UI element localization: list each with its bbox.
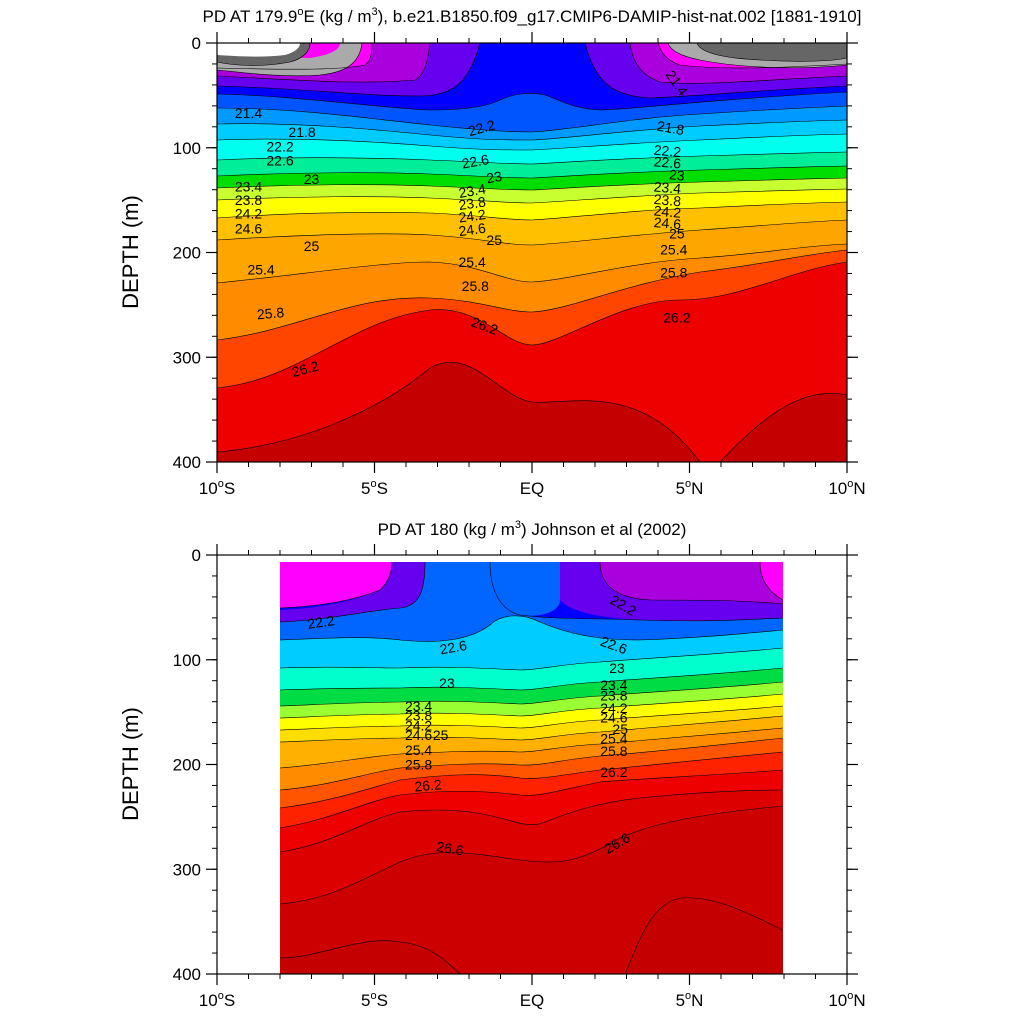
contour-label: 23 — [304, 171, 320, 187]
contour-label: 22.6 — [460, 151, 490, 172]
chart-title-2: PD AT 180 (kg / m3) Johnson et al (2002) — [378, 519, 687, 539]
chart-title-1: PD AT 179.9oE (kg / m3), b.e21.B1850.f09… — [203, 6, 862, 26]
contour-label: 21.4 — [235, 105, 262, 121]
x-tick-label: 5oN — [676, 478, 704, 498]
contour-label: 25 — [304, 238, 320, 254]
contour-fill-2 — [279, 561, 784, 974]
x-tick-label: 5oS — [361, 990, 388, 1010]
contour-label: 24.6 — [458, 220, 487, 240]
contour-label: 23 — [668, 166, 685, 183]
contour-label: 23 — [439, 675, 455, 691]
y-tick-label: 400 — [173, 453, 201, 472]
y-tick-label: 200 — [173, 756, 201, 775]
contour-label: 25.8 — [660, 264, 687, 280]
band-21.4 — [280, 562, 425, 622]
contour-label: 25 — [486, 232, 502, 248]
y-tick-label: 400 — [173, 965, 201, 984]
y-tick-label: 300 — [173, 860, 201, 879]
contour-label: 24.2 — [600, 700, 627, 716]
band-19.8-b — [697, 43, 847, 62]
band-21.0 — [600, 562, 783, 604]
contour-label: 24.6 — [653, 214, 682, 232]
contour-label: 25.8 — [256, 304, 285, 322]
contour-label: 22.2 — [653, 142, 682, 160]
x-tick-label: 10oS — [199, 478, 235, 498]
contour-label: 23.8 — [653, 191, 682, 209]
x-tick-label: 5oN — [676, 990, 704, 1010]
band-20.6-b — [640, 562, 783, 600]
x-tick-label: EQ — [520, 991, 545, 1010]
contour-label: 23 — [485, 168, 503, 186]
contour-label: 23.4 — [235, 179, 262, 195]
contour-label: 22.6 — [266, 152, 293, 168]
contour-label: 23.4 — [457, 180, 487, 201]
contour-label: 24.2 — [235, 206, 262, 222]
contour-label: 21.8 — [656, 118, 686, 139]
contour-label: 22.6 — [438, 637, 468, 658]
contour-label: 23.4 — [405, 698, 432, 714]
contour-label: 24.6 — [600, 709, 627, 725]
y-tick-label: 100 — [173, 139, 201, 158]
contour-label: 25.8 — [600, 743, 627, 759]
chart-panel-1: PD AT 179.9oE (kg / m3), b.e21.B1850.f09… — [118, 6, 866, 498]
contour-label: 26.2 — [600, 764, 627, 780]
y-tick-label: 0 — [192, 546, 201, 565]
contour-label: 22.2 — [266, 139, 293, 155]
y-tick-label: 100 — [173, 651, 201, 670]
contour-label: 25 — [612, 721, 628, 737]
contour-label: 22.2 — [466, 117, 497, 140]
band-20.6 — [280, 562, 392, 608]
band-22.2-core — [490, 562, 560, 616]
band-19.4 — [217, 43, 300, 57]
axis-ticks-2: 10oS 5oS EQ 5oN 10oN 0 100 200 300 400 — [173, 544, 866, 1010]
contour-label: 24.2 — [653, 202, 682, 220]
contour-label: 25.8 — [462, 278, 489, 294]
contour-labels-1: 21.421.822.222.62323.423.824.224.62525.4… — [235, 67, 692, 380]
y-axis-label-2: DEPTH (m) — [118, 707, 143, 821]
contour-label: 22.6 — [653, 153, 682, 171]
contour-label: 21.8 — [288, 124, 315, 140]
y-axis-label-1: DEPTH (m) — [118, 195, 143, 309]
contour-fill-1 — [217, 43, 847, 462]
contour-label: 25.4 — [405, 742, 432, 758]
contour-label: 25.4 — [247, 261, 274, 277]
contour-label: 24.2 — [405, 718, 432, 734]
contour-label: 25.4 — [660, 241, 687, 257]
y-tick-label: 200 — [173, 244, 201, 263]
contour-label: 25 — [669, 226, 685, 242]
contour-label: 23.8 — [405, 707, 432, 723]
contour-label: 23.8 — [458, 193, 487, 213]
contour-label: 26.2 — [290, 357, 321, 380]
contour-label: 23 — [609, 660, 625, 676]
y-tick-label: 300 — [173, 348, 201, 367]
contour-label: 23.4 — [600, 677, 627, 693]
contour-label: 23.4 — [653, 178, 682, 196]
contour-label: 25 — [433, 727, 449, 743]
axis-ticks-1: 10oS 5oS EQ 5oN 10oN 0 100 200 300 400 — [173, 32, 866, 498]
contour-lines-1 — [217, 43, 847, 462]
contour-label: 25.4 — [459, 254, 486, 270]
contour-label: 24.6 — [235, 220, 262, 236]
contour-label: 22.2 — [306, 612, 335, 632]
contour-label: 23.8 — [235, 192, 262, 208]
contour-label: 26.2 — [663, 309, 690, 325]
contour-lines-2 — [279, 561, 784, 974]
contour-label: 24.2 — [458, 206, 487, 226]
x-tick-label: EQ — [520, 479, 545, 498]
x-tick-label: 10oN — [828, 990, 865, 1010]
contour-label: 23.8 — [600, 687, 627, 703]
x-tick-label: 10oN — [828, 478, 865, 498]
contour-label: 25.8 — [405, 757, 432, 773]
contour-label: 26.2 — [414, 776, 443, 794]
chart-panel-2: PD AT 180 (kg / m3) Johnson et al (2002) — [118, 519, 866, 1010]
contour-label: 24.6 — [405, 727, 432, 743]
band-21.4-b — [560, 562, 783, 621]
contour-label: 25.4 — [600, 730, 627, 746]
x-tick-label: 10oS — [199, 990, 235, 1010]
contour-label: 26.6 — [435, 838, 465, 859]
x-tick-label: 5oS — [361, 478, 388, 498]
y-tick-label: 0 — [192, 34, 201, 53]
